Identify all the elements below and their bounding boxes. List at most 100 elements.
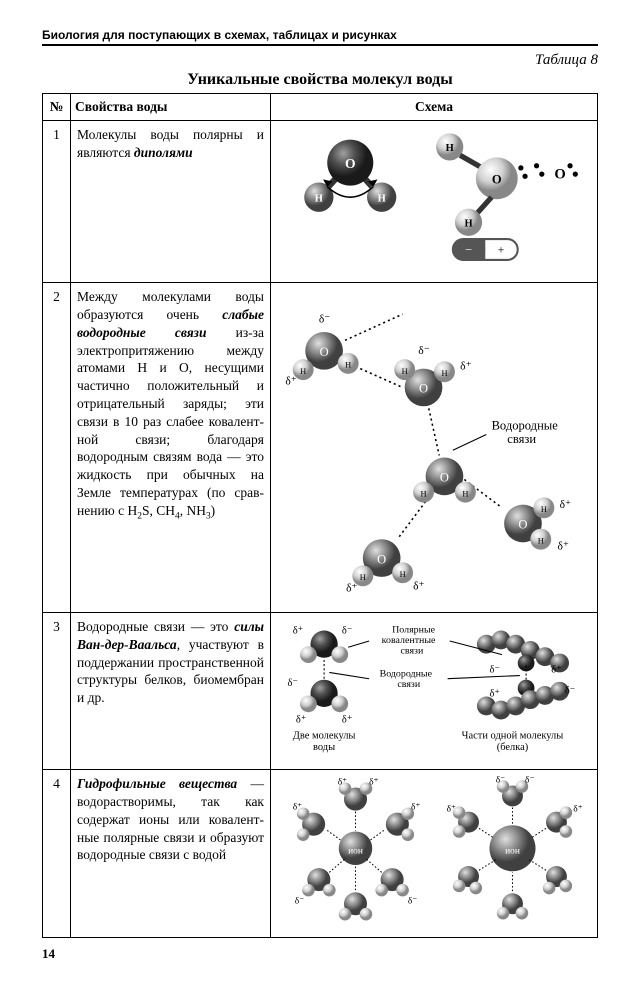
svg-text:δ⁺: δ⁺ — [293, 626, 303, 637]
water-mol-icon: O H H δ⁻ δ⁺ — [394, 345, 471, 406]
svg-text:O: O — [419, 382, 428, 396]
dipole-bar-icon: − + — [453, 239, 518, 260]
svg-text:δ⁺: δ⁺ — [558, 541, 570, 553]
schema-vdw: δ⁺ δ⁻ δ⁻ δ⁺ δ⁺ — [277, 618, 591, 759]
svg-text:H: H — [345, 361, 351, 370]
row-prop: Водородные связи — это силы Ван-дер-Ва­а… — [71, 612, 271, 769]
table-label: Таблица 8 — [42, 52, 598, 69]
schema-hydrophilic: ион — [277, 775, 591, 927]
col-header-num: № — [43, 94, 71, 121]
svg-text:δ⁻: δ⁻ — [418, 345, 430, 357]
page-number: 14 — [42, 946, 598, 962]
table-title: Уникальные свойства молекул воды — [42, 71, 598, 89]
svg-text:O: O — [320, 345, 329, 359]
ion-hydration-left-icon: ион — [293, 777, 421, 920]
row-prop: Гидрофильные веще­ства — водораствори­мы… — [71, 770, 271, 938]
svg-text:δ⁺: δ⁺ — [413, 581, 425, 593]
svg-text:δ⁻: δ⁻ — [319, 314, 331, 326]
svg-text:H: H — [315, 193, 323, 204]
svg-text:δ⁺: δ⁺ — [293, 803, 302, 813]
protein-cluster-icon: δ⁻ δ⁺ δ⁺ δ⁻ — [477, 631, 575, 720]
svg-text:δ⁻: δ⁻ — [287, 678, 297, 689]
svg-text:δ⁺: δ⁺ — [346, 583, 357, 595]
svg-text:δ⁺: δ⁺ — [338, 777, 347, 787]
svg-text:δ⁻: δ⁻ — [408, 897, 417, 907]
svg-text:H: H — [462, 489, 468, 498]
svg-text:O: O — [518, 518, 527, 532]
row-schema: ион — [271, 770, 598, 938]
svg-text:H: H — [402, 367, 408, 376]
svg-text:δ⁺: δ⁺ — [573, 805, 582, 815]
row-schema: δ⁺ δ⁻ δ⁻ δ⁺ δ⁺ — [271, 612, 598, 769]
svg-text:δ⁺: δ⁺ — [369, 777, 378, 787]
hbond-label: Водородныесвязи — [453, 418, 558, 450]
svg-text:Полярныековалентныесвязи: Полярныековалентныесвязи — [382, 625, 436, 657]
water-mol-icon: O H H δ⁺ δ⁺ — [346, 539, 424, 594]
table-row: 3 Водородные связи — это силы Ван-дер-Ва… — [43, 612, 598, 769]
svg-text:δ⁻: δ⁻ — [342, 626, 352, 637]
schema-dipole: O H H H O — [277, 126, 591, 273]
row-num: 4 — [43, 770, 71, 938]
two-water-icon: δ⁺ δ⁻ δ⁻ δ⁺ δ⁺ — [287, 626, 352, 726]
svg-text:+: + — [498, 245, 505, 257]
svg-text:δ⁺: δ⁺ — [342, 715, 352, 726]
schema-hbonds: O H H δ⁻ δ⁺ O H H δ⁻ δ⁺ — [277, 288, 591, 602]
svg-text:H: H — [360, 573, 366, 582]
row-schema: O H H δ⁻ δ⁺ O H H δ⁻ δ⁺ — [271, 283, 598, 613]
caption-two-mol: Две молекулыводы — [293, 730, 356, 753]
water-mol-icon: O H H δ⁺ δ⁺ — [504, 497, 571, 552]
row-num: 3 — [43, 612, 71, 769]
row-prop: Молекулы воды поляр­ны и являются дипо­л… — [71, 120, 271, 282]
main-table: № Свойства воды Схема 1 Молекулы воды по… — [42, 93, 598, 938]
svg-text:H: H — [441, 369, 447, 378]
caption-one-mol: Части одной молекулы(белка) — [462, 730, 564, 753]
svg-text:δ⁺: δ⁺ — [489, 688, 499, 699]
svg-text:H: H — [464, 218, 472, 229]
row-schema: O H H H O — [271, 120, 598, 282]
row-num: 1 — [43, 120, 71, 282]
svg-text:O: O — [554, 166, 565, 182]
svg-text:δ⁻: δ⁻ — [489, 664, 499, 675]
table-row: 1 Молекулы воды поляр­ны и являются дипо… — [43, 120, 598, 282]
svg-text:O: O — [345, 156, 356, 171]
svg-text:δ⁺: δ⁺ — [560, 499, 572, 511]
svg-text:H: H — [378, 193, 386, 204]
svg-text:Водородныесвязи: Водородныесвязи — [380, 669, 433, 690]
svg-text:δ⁻: δ⁻ — [565, 685, 575, 696]
water-mol-icon: O H H δ⁻ δ⁺ — [285, 314, 358, 388]
svg-text:−: − — [465, 243, 472, 257]
water-molecule-left-icon: O H H — [304, 139, 396, 211]
svg-text:H: H — [541, 505, 547, 514]
svg-text:δ⁻: δ⁻ — [525, 775, 534, 785]
ion-hydration-right-icon: ион δ⁻ δ⁻ — [447, 775, 583, 919]
water-mol-icon: O H H — [413, 458, 476, 503]
svg-text:δ⁺: δ⁺ — [285, 375, 297, 387]
svg-text:H: H — [446, 143, 454, 154]
svg-text:H: H — [421, 489, 427, 498]
svg-text:δ⁻: δ⁻ — [496, 775, 505, 785]
svg-text:δ⁺: δ⁺ — [296, 715, 306, 726]
table-row: 4 Гидрофильные веще­ства — водораствори­… — [43, 770, 598, 938]
vdw-labels: Полярныековалентныесвязи Водородныесвязи — [329, 625, 519, 690]
table-row: 2 Между молекулами воды образуются очень… — [43, 283, 598, 613]
svg-text:δ⁺: δ⁺ — [411, 803, 420, 813]
page-header: Биология для поступающих в схемах, табли… — [42, 28, 598, 46]
svg-text:δ⁻: δ⁻ — [295, 897, 304, 907]
svg-text:ион: ион — [348, 847, 363, 857]
svg-text:H: H — [400, 570, 406, 579]
col-header-prop: Свойства воды — [71, 94, 271, 121]
svg-text:δ⁺: δ⁺ — [460, 361, 472, 373]
svg-text:ион: ион — [505, 847, 520, 857]
svg-text:Водородныесвязи: Водородныесвязи — [492, 418, 559, 446]
svg-text:O: O — [377, 552, 386, 566]
svg-text:δ⁺: δ⁺ — [447, 805, 456, 815]
svg-text:H: H — [300, 367, 306, 376]
svg-text:O: O — [492, 172, 502, 186]
water-molecule-right-icon: H O O H — [436, 133, 578, 236]
svg-text:H: H — [538, 537, 544, 546]
row-num: 2 — [43, 283, 71, 613]
row-prop: Между молекулами воды образуются очень с… — [71, 283, 271, 613]
svg-text:δ⁺: δ⁺ — [551, 664, 561, 675]
col-header-schema: Схема — [271, 94, 598, 121]
svg-text:O: O — [440, 471, 449, 485]
